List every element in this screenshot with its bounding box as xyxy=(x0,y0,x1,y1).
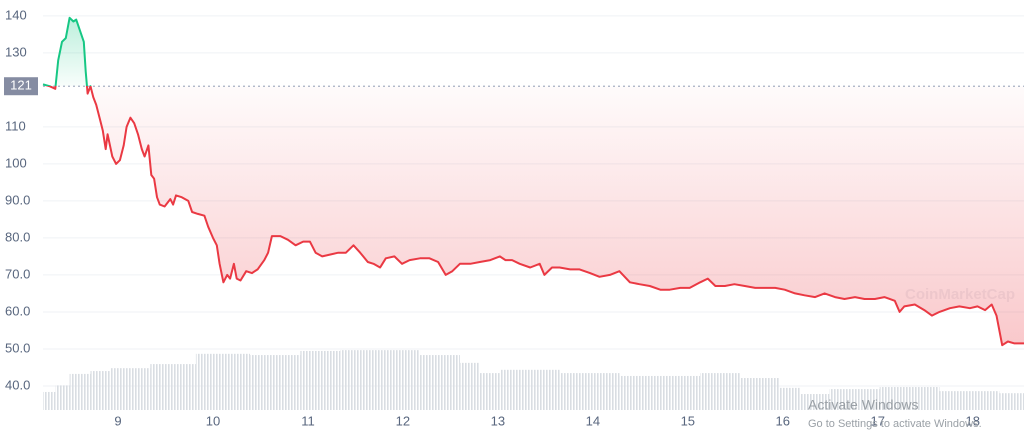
volume-bar xyxy=(300,350,341,410)
volume-bar xyxy=(43,391,56,410)
volume-bar xyxy=(499,369,560,410)
x-tick-label: 14 xyxy=(586,413,600,428)
volume-bar xyxy=(69,373,91,410)
volume-bar xyxy=(799,394,830,410)
x-tick-label: 15 xyxy=(681,413,695,428)
y-tick-label: 70.0 xyxy=(5,266,30,281)
y-tick-label: 130 xyxy=(5,44,27,59)
volume-bar xyxy=(779,387,800,410)
volume-bar xyxy=(459,362,480,410)
volume-bar xyxy=(250,355,301,410)
y-tick-label: 60.0 xyxy=(5,303,30,318)
volume-bar xyxy=(195,353,251,410)
x-tick-label: 9 xyxy=(114,413,121,428)
volume-bar xyxy=(420,355,460,410)
x-tick-label: 12 xyxy=(396,413,410,428)
volume-bar xyxy=(740,378,780,410)
volume-bar xyxy=(340,350,381,410)
volume-bar xyxy=(479,373,500,410)
price-line xyxy=(42,16,1024,347)
y-tick-label: 140 xyxy=(5,7,27,22)
x-tick-label: 18 xyxy=(965,413,979,428)
volume-bar xyxy=(999,393,1024,410)
volume-bar xyxy=(90,371,111,410)
os-overlay-title: Activate Windows xyxy=(808,397,918,413)
y-tick-label: 90.0 xyxy=(5,192,30,207)
area-fill xyxy=(43,17,1024,346)
volume-bar xyxy=(110,368,151,410)
baseline-label-box xyxy=(4,77,38,96)
volume-bar xyxy=(700,373,741,410)
volume-bar xyxy=(829,389,880,410)
x-tick-label: 11 xyxy=(301,413,315,428)
y-tick-label: 100 xyxy=(5,155,27,170)
x-tick-label: 13 xyxy=(491,413,505,428)
x-tick-label: 10 xyxy=(206,413,220,428)
y-tick-label: 50.0 xyxy=(5,340,30,355)
volume-bar xyxy=(380,350,421,410)
volume-bar xyxy=(55,385,70,410)
os-overlay-subtitle: Go to Settings to activate Windows. xyxy=(808,418,982,430)
y-tick-label: 110 xyxy=(5,118,26,133)
volume-bar xyxy=(559,373,620,410)
volume-bar xyxy=(939,391,1000,410)
volume-bar xyxy=(150,364,196,410)
y-tick-label: 40.0 xyxy=(5,377,30,392)
volume-bar xyxy=(619,375,701,410)
volume-bar xyxy=(879,387,940,410)
baseline-label: 121 xyxy=(10,78,32,93)
x-tick-label: 17 xyxy=(871,413,885,428)
x-tick-label: 16 xyxy=(776,413,790,428)
y-tick-label: 80.0 xyxy=(5,229,30,244)
